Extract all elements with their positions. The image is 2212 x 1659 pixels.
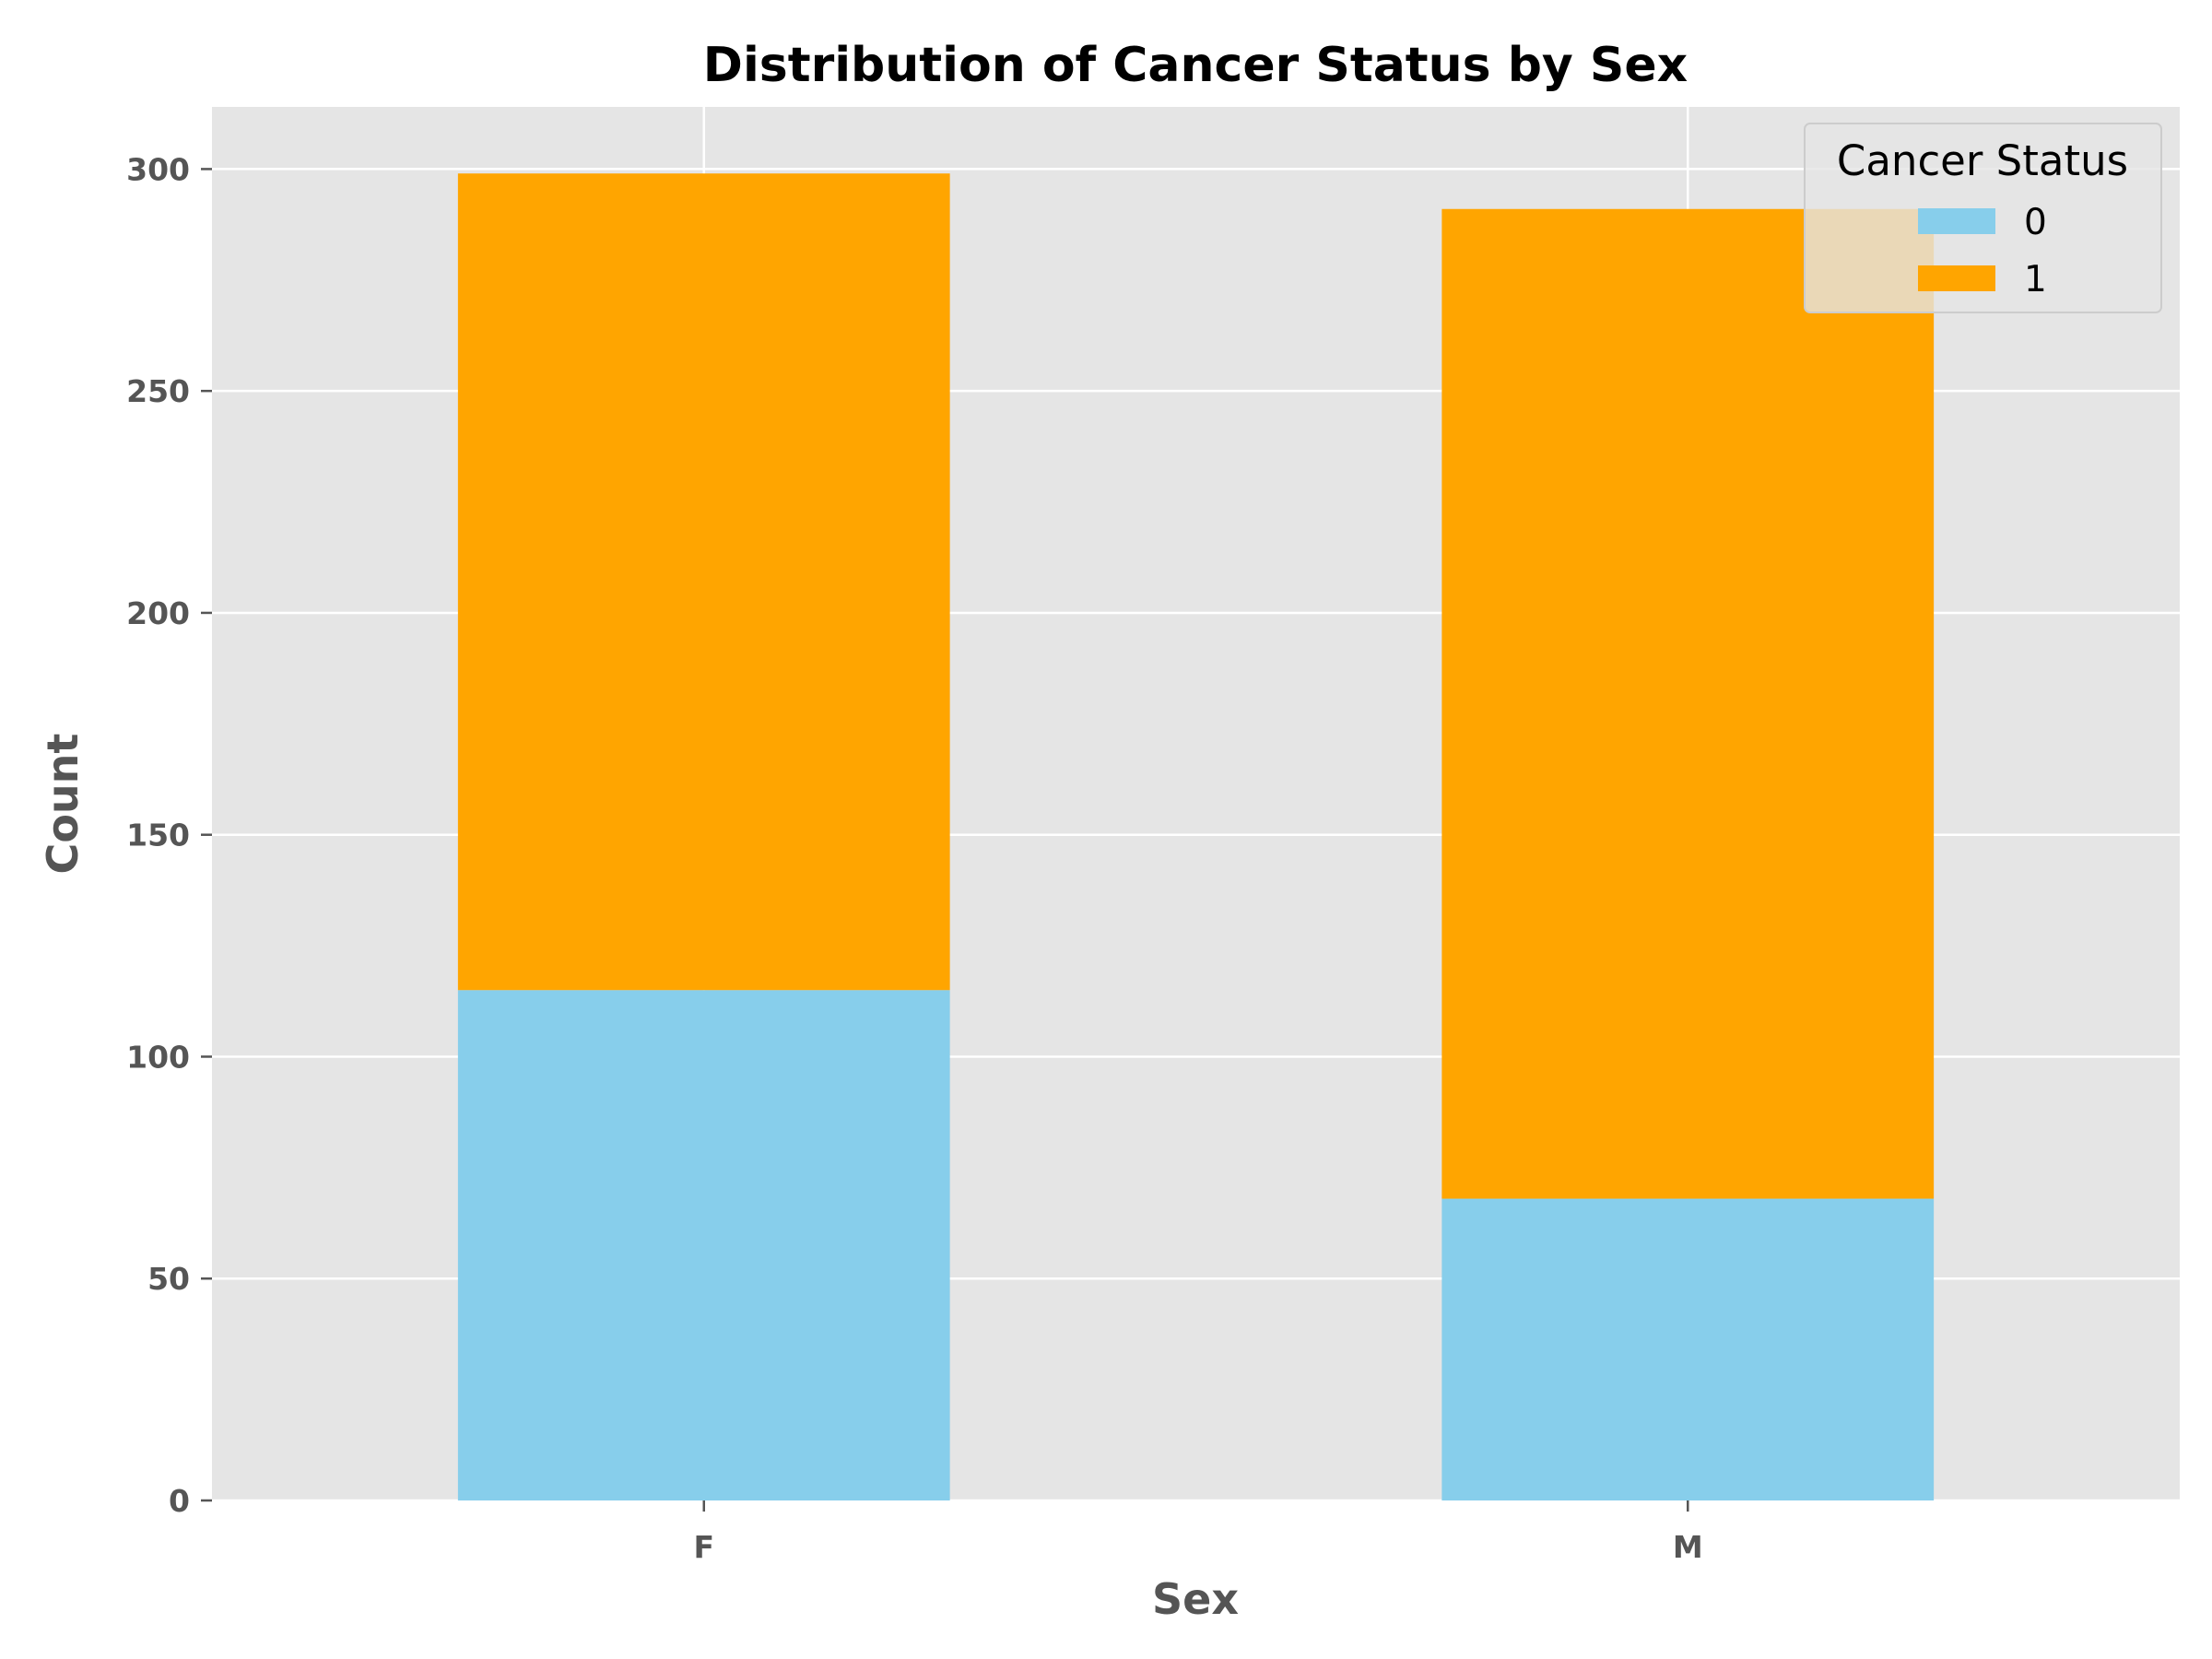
y-tick-label: 300 — [126, 151, 190, 187]
y-axis-title: Count — [38, 734, 88, 875]
y-tick-label: 50 — [147, 1261, 190, 1297]
bar-F-status-0 — [457, 990, 950, 1500]
chart-title: Distribution of Cancer Status by Sex — [703, 38, 1688, 93]
y-tick-label: 150 — [126, 818, 190, 853]
y-tick-label: 100 — [126, 1039, 190, 1075]
y-tick-label: 0 — [169, 1483, 190, 1519]
legend-swatch-0 — [1918, 208, 1995, 234]
legend-title: Cancer Status — [1837, 136, 2128, 185]
x-tick-label: M — [1673, 1529, 1703, 1565]
bar-F-status-1 — [457, 173, 950, 991]
bars — [457, 173, 1935, 1500]
legend: Cancer Status 0 1 — [1804, 123, 2162, 313]
x-tick-label: F — [693, 1529, 714, 1565]
legend-label-0: 0 — [2024, 202, 2047, 243]
legend-swatch-1 — [1918, 265, 1995, 291]
bar-M-status-0 — [1441, 1198, 1935, 1500]
y-tick-label: 200 — [126, 595, 190, 631]
axes: 0 50 100 150 200 250 300 F M — [126, 151, 1703, 1565]
x-axis-title: Sex — [1152, 1574, 1239, 1624]
legend-label-1: 1 — [2024, 259, 2047, 300]
bar-M-status-1 — [1441, 208, 1935, 1199]
y-tick-label: 250 — [126, 373, 190, 409]
